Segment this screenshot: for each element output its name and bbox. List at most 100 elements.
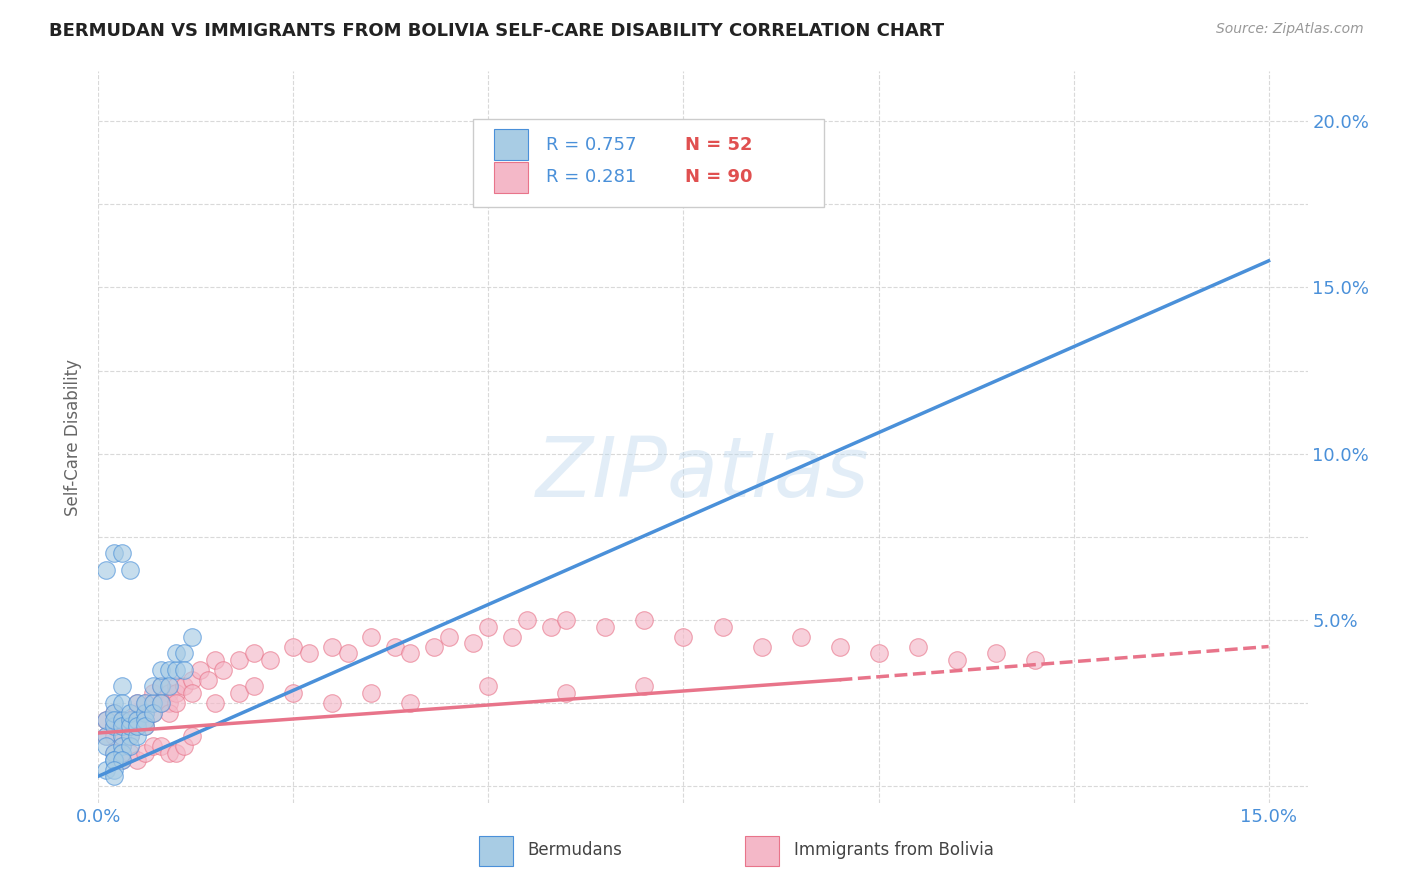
Point (118, 719, 141, 733)
Point (204, 653, 226, 667)
Point (439, 630, 461, 644)
Point (204, 696, 226, 710)
Point (984, 646, 1007, 660)
Point (157, 680, 180, 694)
Point (96, 713, 118, 727)
Point (103, 719, 125, 733)
Point (127, 753, 149, 767)
FancyBboxPatch shape (474, 119, 824, 207)
Point (181, 729, 204, 743)
Point (111, 680, 134, 694)
Point (711, 619, 734, 633)
Point (259, 653, 281, 667)
Point (399, 696, 422, 710)
Point (96, 713, 118, 727)
Point (111, 546, 134, 560)
FancyBboxPatch shape (745, 836, 779, 866)
Point (142, 706, 165, 720)
Point (181, 686, 204, 700)
Point (555, 613, 578, 627)
Point (96, 739, 118, 754)
Point (165, 696, 187, 710)
Point (111, 713, 134, 727)
Point (337, 646, 360, 660)
Point (111, 729, 134, 743)
Point (149, 696, 172, 710)
Point (111, 753, 134, 767)
Text: Bermudans: Bermudans (527, 841, 623, 859)
Point (173, 680, 195, 694)
Point (103, 729, 125, 743)
Point (228, 686, 250, 700)
Point (118, 563, 141, 577)
Point (118, 713, 141, 727)
Point (103, 746, 125, 760)
FancyBboxPatch shape (494, 129, 527, 160)
Point (111, 719, 134, 733)
Point (103, 696, 125, 710)
Point (555, 164, 578, 178)
Point (118, 719, 141, 733)
Point (157, 686, 180, 700)
Point (868, 646, 890, 660)
Point (298, 646, 321, 660)
Point (595, 619, 617, 633)
Point (907, 640, 929, 654)
Point (243, 646, 266, 660)
Point (127, 706, 149, 720)
Point (149, 696, 172, 710)
Point (103, 746, 125, 760)
FancyBboxPatch shape (494, 162, 527, 193)
Point (142, 706, 165, 720)
Point (103, 769, 125, 783)
Point (134, 719, 156, 733)
Point (165, 646, 187, 660)
Text: ZIPatlas: ZIPatlas (536, 434, 870, 514)
Point (96, 763, 118, 777)
Point (165, 746, 187, 760)
Point (165, 686, 187, 700)
Point (103, 713, 125, 727)
Point (751, 640, 773, 654)
Point (633, 680, 655, 694)
Point (384, 640, 406, 654)
Point (149, 680, 172, 694)
Point (111, 746, 134, 760)
Point (142, 680, 165, 694)
Point (157, 746, 180, 760)
Point (96, 729, 118, 743)
Point (321, 640, 343, 654)
Point (149, 680, 172, 694)
Point (103, 706, 125, 720)
Point (149, 663, 172, 677)
Point (111, 713, 134, 727)
Point (157, 706, 180, 720)
Point (477, 680, 499, 694)
Point (142, 696, 165, 710)
Point (103, 706, 125, 720)
Point (149, 696, 172, 710)
Point (173, 739, 195, 754)
Point (399, 646, 422, 660)
Point (103, 719, 125, 733)
Point (461, 636, 484, 650)
Point (118, 706, 141, 720)
Point (118, 729, 141, 743)
Point (516, 613, 538, 627)
Point (118, 713, 141, 727)
Point (243, 680, 266, 694)
Point (111, 753, 134, 767)
Point (134, 713, 156, 727)
Point (945, 653, 967, 667)
Point (142, 686, 165, 700)
Point (142, 696, 165, 710)
Point (1024, 653, 1046, 667)
Text: N = 52: N = 52 (685, 136, 752, 153)
Point (283, 686, 305, 700)
Point (134, 706, 156, 720)
Point (134, 696, 156, 710)
Point (134, 713, 156, 727)
Text: BERMUDAN VS IMMIGRANTS FROM BOLIVIA SELF-CARE DISABILITY CORRELATION CHART: BERMUDAN VS IMMIGRANTS FROM BOLIVIA SELF… (49, 22, 945, 40)
Point (111, 696, 134, 710)
Text: Source: ZipAtlas.com: Source: ZipAtlas.com (1216, 22, 1364, 37)
